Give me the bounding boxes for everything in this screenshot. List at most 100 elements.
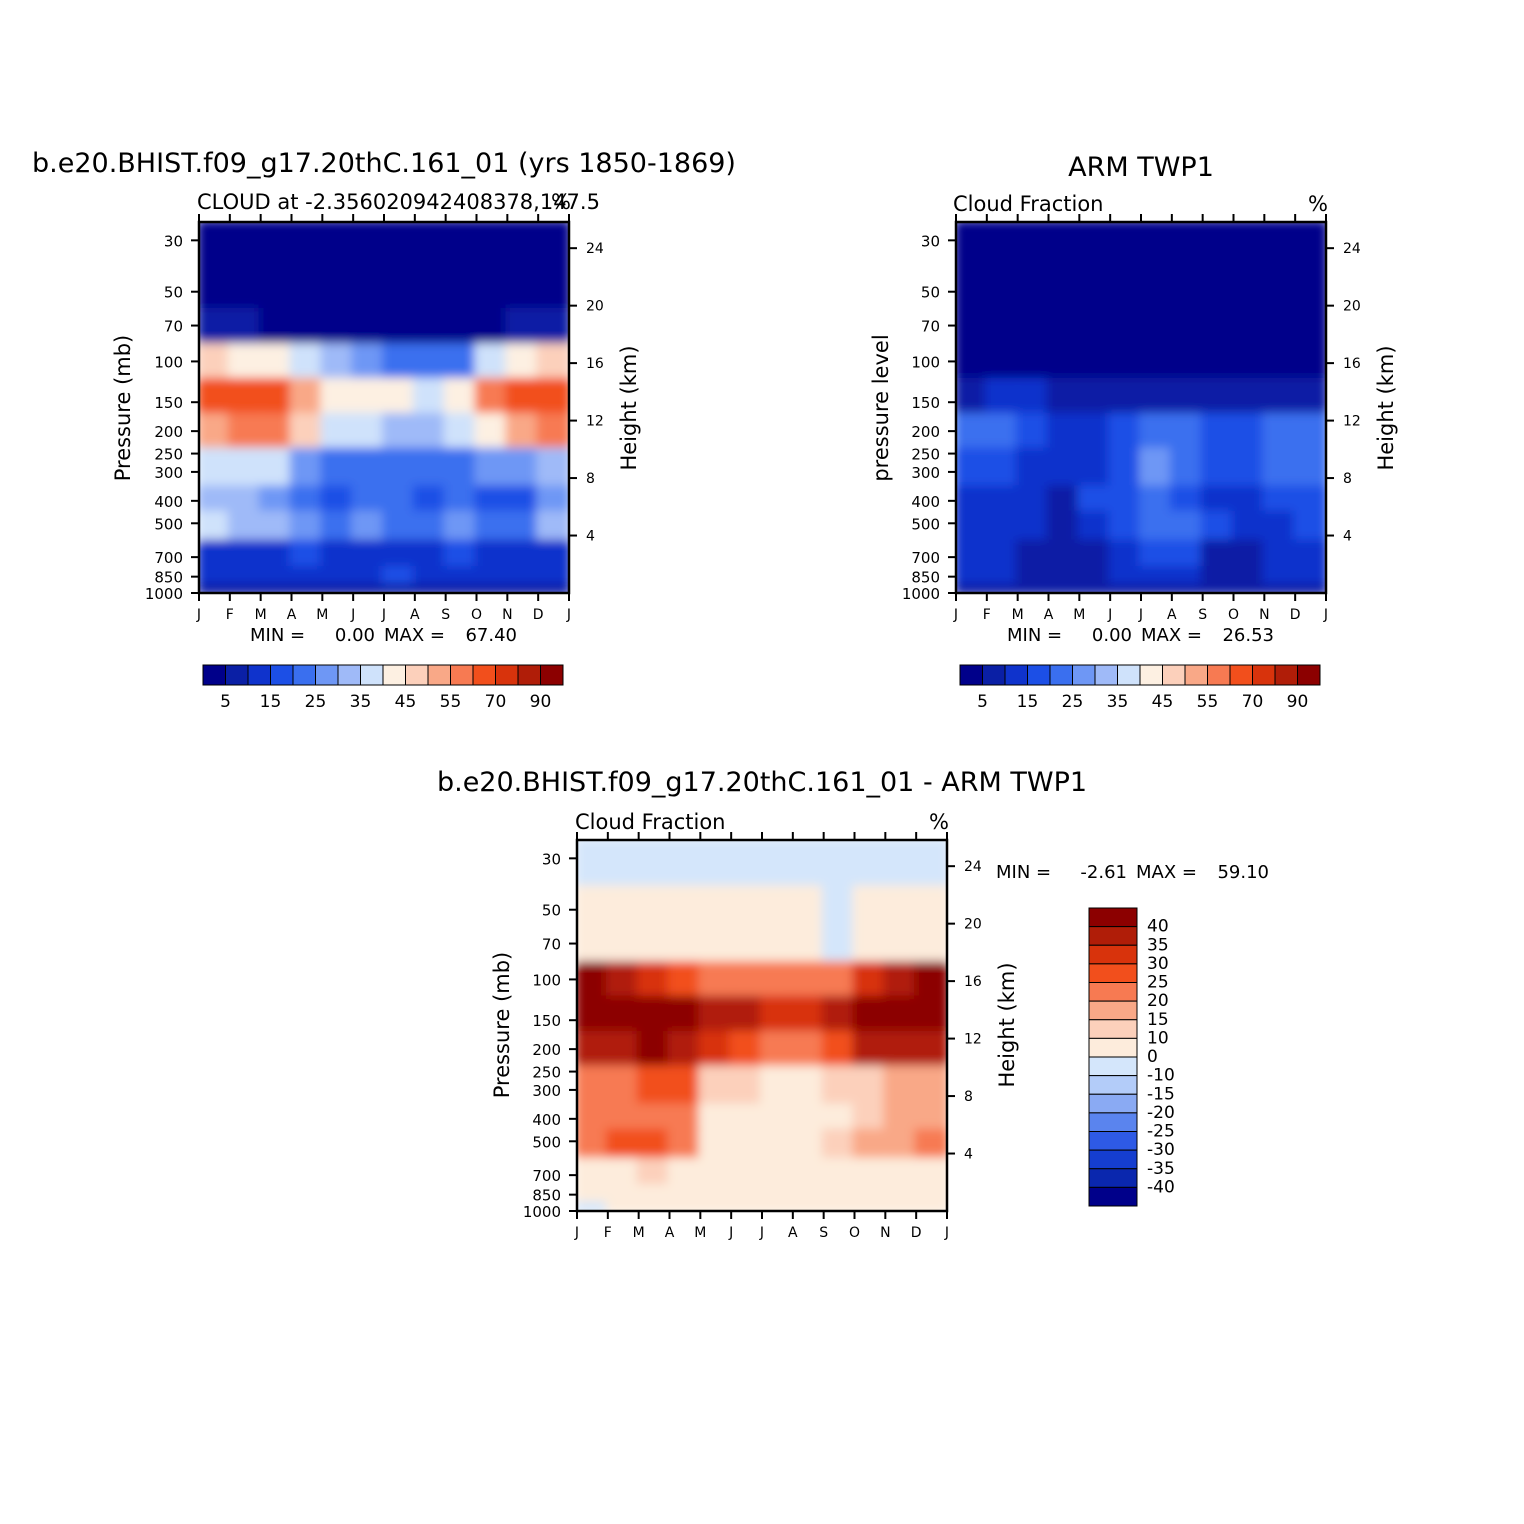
heatmap-cell — [1262, 267, 1298, 313]
y-tick-label: 400 — [911, 493, 940, 511]
heatmap-cell — [729, 1128, 764, 1162]
panel-diff-max-label: MAX = — [1136, 862, 1197, 883]
heatmap-cell — [821, 840, 857, 890]
heatmap-cell — [536, 343, 569, 382]
heatmap-cell — [636, 840, 672, 890]
heatmap-cell — [258, 222, 294, 272]
heatmap-cell — [1077, 510, 1113, 544]
heatmap-cell — [790, 1184, 826, 1206]
colorbar-label: 10 — [1147, 1028, 1169, 1048]
heatmap-cell — [443, 412, 479, 452]
heatmap-cell — [605, 1030, 641, 1070]
y-tick-label: 1000 — [902, 585, 940, 603]
heatmap-cell — [412, 343, 448, 382]
x-tick-label: S — [819, 1225, 828, 1241]
colorbar-label: 35 — [1147, 935, 1169, 955]
heatmap-cell — [1046, 222, 1082, 272]
heatmap-cell — [1046, 267, 1082, 313]
colorbar-swatch — [1229, 664, 1253, 686]
heatmap-cell — [577, 961, 610, 1000]
heatmap-cell — [412, 583, 448, 593]
heatmap-cell — [698, 961, 734, 1000]
panel-diff-plot — [577, 840, 947, 1211]
heatmap-cell — [1200, 447, 1236, 490]
heatmap-cell — [914, 1201, 947, 1211]
y-tick-label: 1000 — [145, 585, 183, 603]
heatmap-cell — [729, 1065, 764, 1108]
heatmap-cell — [1200, 267, 1236, 313]
heatmap-cell — [227, 485, 263, 515]
heatmap-cell — [227, 308, 263, 347]
heatmap-cell — [956, 485, 989, 515]
panel-obs-ylabel-right: Height (km) — [1374, 345, 1398, 470]
heatmap-cell — [1108, 485, 1143, 515]
colorbar-label: 5 — [220, 692, 231, 712]
heatmap-cell — [1046, 447, 1082, 490]
colorbar-swatch — [1088, 982, 1138, 1002]
heatmap-cell — [351, 267, 386, 313]
heatmap-cell — [729, 1201, 764, 1211]
heatmap-cell — [289, 539, 325, 570]
panel-diff-subtitle-left: Cloud Fraction — [575, 810, 726, 834]
y-tick-label: 500 — [532, 1133, 561, 1151]
heatmap-cell — [984, 566, 1020, 588]
heatmap-cell — [227, 222, 263, 272]
heatmap-cell — [790, 840, 826, 890]
heatmap-cell — [1046, 583, 1082, 593]
heatmap-cell — [1169, 412, 1205, 452]
colorbar-swatch — [517, 664, 541, 686]
heatmap-cell — [760, 885, 795, 931]
heatmap-cell — [1169, 377, 1205, 417]
heatmap-cell — [1139, 447, 1174, 490]
heatmap-cell — [1262, 539, 1298, 570]
x-tick-label: A — [665, 1225, 675, 1241]
heatmap-cell — [852, 1184, 888, 1206]
heatmap-cell — [1015, 566, 1051, 588]
y-tick-label: 500 — [154, 515, 183, 533]
heatmap-cell — [821, 1157, 857, 1188]
y-tick-label: 700 — [532, 1167, 561, 1185]
heatmap-cell — [577, 885, 610, 931]
heatmap-cell — [956, 539, 989, 570]
y-tick-label: 850 — [154, 569, 183, 587]
heatmap-cell — [698, 1201, 734, 1211]
heatmap-cell — [883, 1184, 919, 1206]
colorbar-swatch — [225, 664, 249, 686]
panel-model-title: b.e20.BHIST.f09_g17.20thC.161_01 (yrs 18… — [32, 148, 736, 179]
heatmap-cell — [1046, 566, 1082, 588]
heatmap-cell — [883, 1201, 919, 1211]
colorbar-swatch — [1139, 664, 1163, 686]
heatmap-cell — [1231, 222, 1267, 272]
y-tick-label: 500 — [911, 515, 940, 533]
heatmap-cell — [1293, 308, 1326, 347]
heatmap-cell — [227, 377, 263, 417]
colorbar-swatch — [540, 664, 564, 686]
heatmap-cell — [1169, 566, 1205, 588]
colorbar-label: 55 — [1197, 692, 1219, 712]
heatmap-cell — [821, 1201, 857, 1211]
heatmap-cell — [258, 510, 294, 544]
heatmap-cell — [1293, 267, 1326, 313]
y-right-tick-label: 4 — [586, 529, 595, 545]
heatmap-cell — [852, 885, 888, 931]
y-tick-label: 250 — [154, 446, 183, 464]
heatmap-cell — [914, 1103, 947, 1133]
heatmap-cell — [883, 885, 919, 931]
heatmap-cell — [852, 1103, 888, 1133]
heatmap-cell — [1015, 539, 1051, 570]
colorbar-label: -35 — [1147, 1159, 1175, 1179]
heatmap-cell — [1293, 485, 1326, 515]
heatmap-cell — [320, 566, 356, 588]
panel-obs-subtitle-right: % — [1308, 192, 1328, 216]
y-tick-label: 70 — [542, 936, 561, 954]
heatmap-cell — [1200, 566, 1236, 588]
heatmap-cell — [1015, 412, 1051, 452]
x-tick-label: F — [983, 607, 991, 623]
y-right-tick-label: 12 — [964, 1032, 982, 1048]
heatmap-cell — [729, 1184, 764, 1206]
panel-diff-max-value: 59.10 — [1217, 862, 1269, 883]
y-tick-label: 1000 — [523, 1203, 561, 1221]
heatmap-cell — [474, 566, 510, 588]
panel-model-max-value: 67.40 — [465, 625, 517, 646]
heatmap-cell — [577, 1030, 610, 1070]
